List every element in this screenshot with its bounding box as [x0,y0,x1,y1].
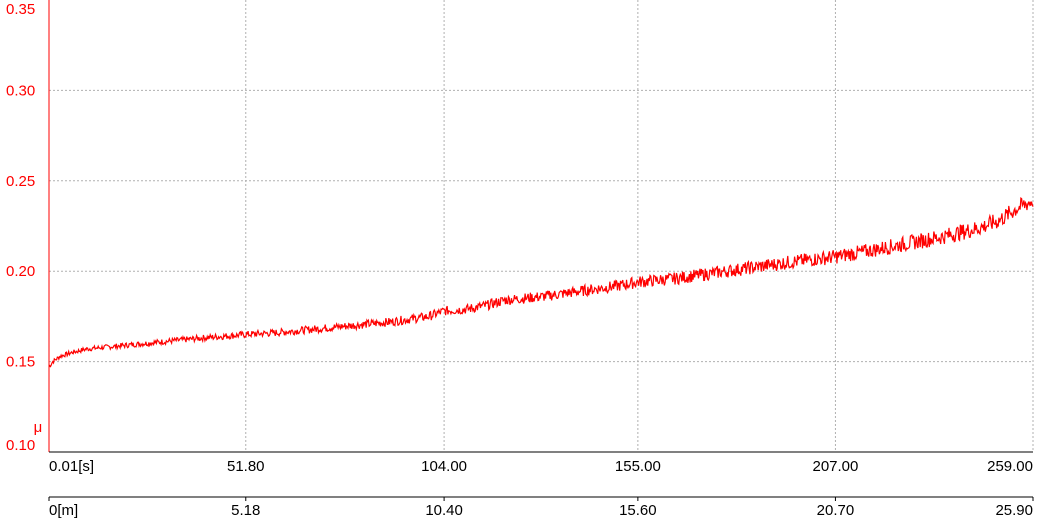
x-ticks-time: 0.01[s] 51.80 104.00 155.00 207.00 259.00 [49,458,1033,475]
x-tick-distance-label: 25.90 [995,502,1033,519]
y-ticks: 0.35 0.30 0.25 0.20 0.15 0.10 [6,1,35,454]
x-ticks-distance: 0[m] 5.18 10.40 15.60 20.70 25.90 [49,497,1033,519]
y-tick-label: 0.35 [6,1,35,18]
x-tick-time-label: 51.80 [227,458,265,475]
x-tick-time-label: 259.00 [987,458,1033,475]
x-tick-time-label: 207.00 [812,458,858,475]
y-tick-label: 0.25 [6,173,35,190]
x-tick-distance-label: 20.70 [817,502,855,519]
x-tick-time-label: 0.01[s] [49,458,94,475]
x-tick-distance-label: 15.60 [619,502,657,519]
y-tick-label: 0.20 [6,263,35,280]
y-tick-label: 0.30 [6,82,35,99]
y-tick-label: 0.10 [6,437,35,454]
x-tick-distance-label: 5.18 [231,502,260,519]
x-tick-distance-label: 0[m] [49,502,78,519]
y-tick-label: 0.15 [6,354,35,371]
x-tick-time-label: 155.00 [615,458,661,475]
plot-area [49,0,1033,452]
x-tick-distance-label: 10.40 [425,502,463,519]
x-tick-time-label: 104.00 [421,458,467,475]
y-axis-label: μ [34,419,43,436]
